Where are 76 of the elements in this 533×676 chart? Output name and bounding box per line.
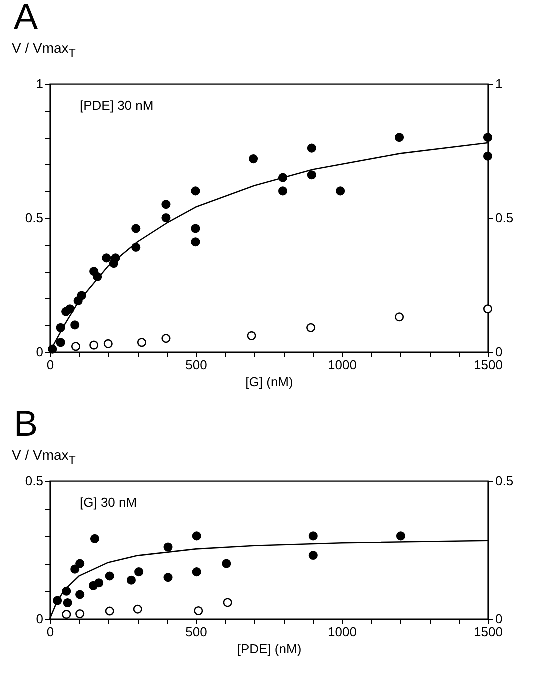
annotation: [G] 30 nM: [80, 495, 138, 510]
point: [66, 304, 75, 314]
point: [164, 573, 173, 582]
point: [396, 532, 406, 541]
point: [71, 342, 81, 352]
x-tick-label: 500: [186, 358, 208, 372]
point: [192, 532, 202, 541]
y2-tick-label: 0.5: [496, 474, 514, 488]
x-tick-label: 1500: [474, 624, 503, 640]
x-axis-title: [G] (nM): [246, 374, 294, 390]
point: [162, 334, 171, 344]
point: [70, 564, 80, 574]
point: [126, 576, 136, 585]
y-axis-title: V / Vmax$_{T}$: [11, 40, 77, 60]
y-tick-label: 0: [36, 344, 44, 360]
point: [94, 578, 104, 588]
x-tick-label: 500: [186, 624, 208, 640]
point: [56, 338, 66, 348]
point: [133, 604, 142, 614]
point: [307, 170, 316, 180]
point: [395, 312, 404, 322]
point: [223, 598, 232, 608]
point: [76, 559, 85, 568]
y-tick-label: 1: [36, 76, 44, 92]
y-axis-title: V / Vmax$_{T}$: [11, 447, 77, 467]
point: [104, 339, 113, 348]
point: [105, 572, 114, 581]
point: [76, 590, 85, 600]
x-tick-label: 0: [46, 358, 54, 372]
point: [162, 200, 171, 210]
point: [395, 133, 404, 142]
point: [249, 154, 258, 164]
point: [192, 568, 202, 577]
y-tick-label: 0.5: [25, 474, 44, 488]
point: [222, 559, 232, 568]
point: [62, 610, 72, 620]
point: [308, 532, 318, 541]
point: [483, 304, 493, 314]
point: [63, 598, 72, 608]
annotation: [PDE] 30 nM: [80, 98, 154, 113]
point: [247, 331, 256, 340]
point: [132, 224, 141, 234]
chart-title: B: [13, 403, 40, 444]
y2-tick-label: 0: [496, 344, 503, 360]
point: [278, 186, 288, 196]
point: [90, 340, 99, 350]
y-tick-label: 0.5: [25, 210, 44, 226]
y2-tick-label: 0: [496, 612, 503, 626]
x-tick-label: 0: [46, 624, 54, 640]
point: [164, 542, 173, 552]
point: [134, 568, 144, 577]
point: [191, 238, 200, 247]
point: [336, 186, 346, 196]
point: [483, 133, 493, 142]
point: [191, 186, 200, 196]
x-tick-label: 1000: [328, 624, 357, 640]
point: [102, 254, 112, 263]
point: [308, 551, 318, 560]
point: [137, 338, 147, 348]
point: [483, 152, 493, 161]
chart-title: A: [13, 0, 40, 37]
point: [306, 323, 316, 332]
point: [105, 606, 114, 616]
x-tick-label: 1000: [328, 358, 357, 372]
x-axis-title: [PDE] (nM): [237, 642, 302, 656]
point: [70, 320, 80, 330]
y-tick-label: 0: [36, 612, 44, 626]
point: [307, 144, 316, 153]
point: [162, 213, 171, 223]
y2-tick-label: 1: [496, 76, 503, 92]
point: [194, 606, 204, 616]
point: [90, 534, 100, 544]
x-tick-label: 1500: [474, 358, 503, 372]
point: [191, 224, 200, 234]
y2-tick-label: 0.5: [496, 210, 514, 226]
point: [76, 610, 85, 619]
